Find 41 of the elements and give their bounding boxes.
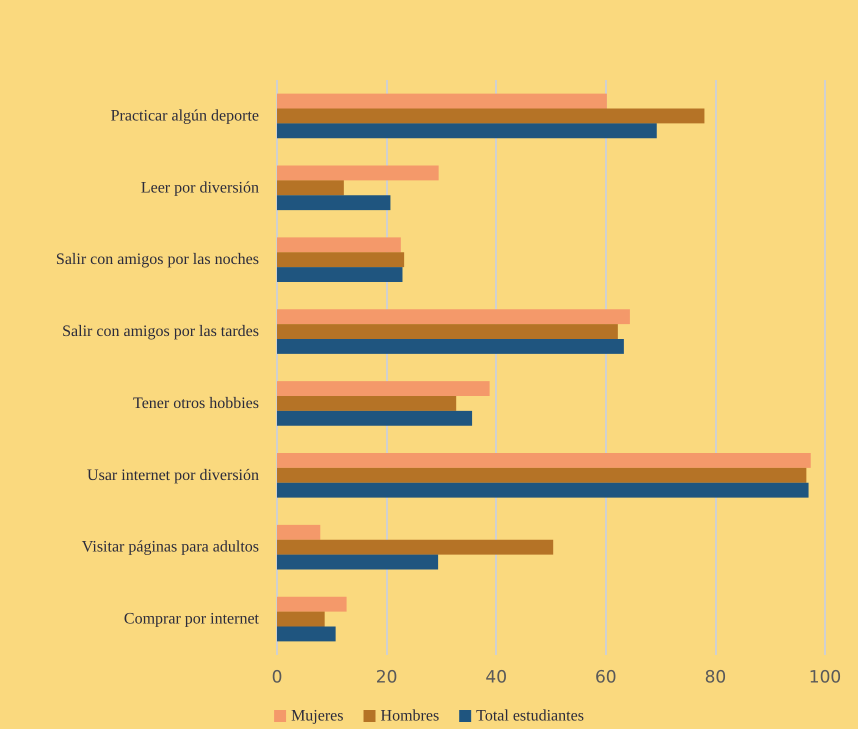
y-tick-label: Salir con amigos por las tardes [62,323,259,340]
bar [277,453,811,468]
bar [277,123,657,138]
y-tick-label: Leer por diversión [140,179,259,196]
bar [277,180,344,196]
x-tick-label: 60 [594,668,617,688]
bar [277,195,390,210]
x-tick-label: 20 [376,668,398,688]
y-tick-label: Practicar algún deporte [110,107,259,124]
bar [277,166,439,180]
y-tick-label: Salir con amigos por las noches [56,251,259,268]
bar [277,309,630,324]
bar [277,237,401,252]
bar [277,324,618,339]
bar [277,468,806,483]
bar [277,612,325,626]
x-tick-label: 80 [704,668,726,688]
bar [277,108,704,124]
bar [277,381,490,396]
x-tick-label: 40 [485,668,508,688]
bar [277,267,402,282]
bar [277,94,607,109]
legend-label: Total estudiantes [476,708,584,724]
bar [277,540,554,555]
bar [277,410,472,426]
bar [277,554,438,570]
bar [277,338,624,354]
bar [277,252,404,268]
y-tick-label: Comprar por internet [124,610,260,628]
x-tick-label: 0 [272,668,282,688]
bar [277,626,336,642]
y-tick-label: Usar internet por diversión [87,466,259,484]
y-tick-label: Visitar páginas para adultos [82,538,259,556]
x-tick-label: 100 [808,668,842,688]
legend-label: Mujeres [291,708,344,724]
legend-label: Hombres [380,708,440,724]
y-tick-label: Tener otros hobbies [133,394,259,412]
bar [277,596,347,612]
bar [277,524,320,540]
bar [277,482,809,498]
bar [277,396,456,411]
